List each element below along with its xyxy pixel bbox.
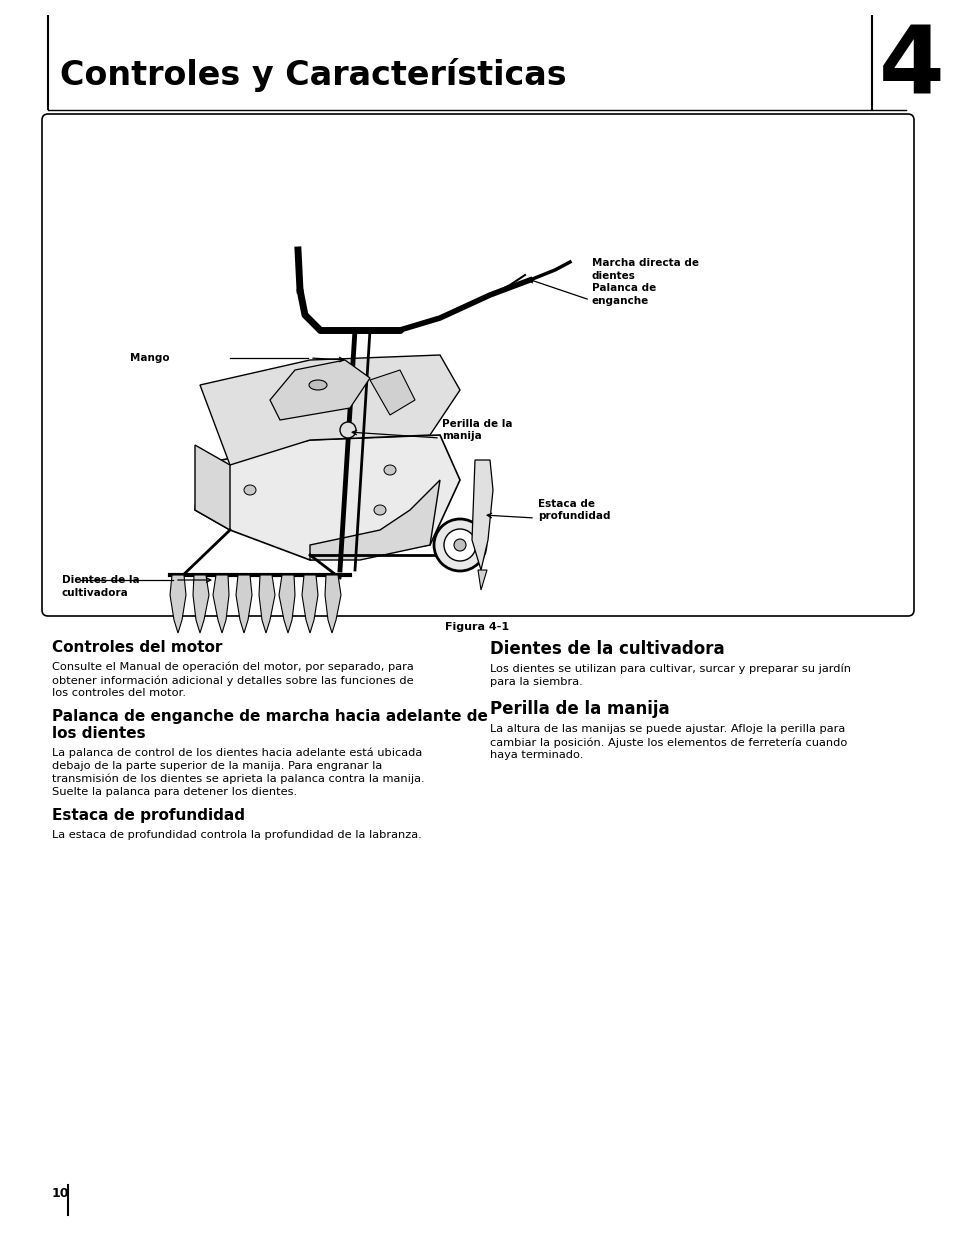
Ellipse shape: [434, 519, 485, 571]
Text: los controles del motor.: los controles del motor.: [52, 688, 186, 698]
Text: haya terminado.: haya terminado.: [490, 750, 583, 760]
Polygon shape: [170, 576, 186, 634]
Text: para la siembra.: para la siembra.: [490, 677, 582, 687]
Text: La estaca de profundidad controla la profundidad de la labranza.: La estaca de profundidad controla la pro…: [52, 830, 421, 840]
Text: Consulte el Manual de operación del motor, por separado, para: Consulte el Manual de operación del moto…: [52, 662, 414, 673]
Text: 4: 4: [879, 22, 943, 114]
Text: La palanca de control de los dientes hacia adelante está ubicada: La palanca de control de los dientes hac…: [52, 748, 422, 758]
Polygon shape: [278, 576, 294, 634]
Polygon shape: [325, 576, 340, 634]
Text: Suelte la palanca para detener los dientes.: Suelte la palanca para detener los dient…: [52, 787, 296, 797]
Polygon shape: [472, 459, 493, 571]
Text: Figura 4-1: Figura 4-1: [444, 622, 509, 632]
Text: Marcha directa de
dientes
Palanca de
enganche: Marcha directa de dientes Palanca de eng…: [592, 258, 699, 306]
Text: La altura de las manijas se puede ajustar. Afloje la perilla para: La altura de las manijas se puede ajusta…: [490, 724, 844, 734]
Text: los dientes: los dientes: [52, 726, 146, 741]
Text: Controles y Características: Controles y Características: [60, 58, 566, 91]
Ellipse shape: [443, 529, 476, 561]
Text: Controles del motor: Controles del motor: [52, 640, 222, 655]
Polygon shape: [477, 571, 486, 590]
Polygon shape: [310, 480, 439, 559]
Polygon shape: [193, 576, 209, 634]
Polygon shape: [302, 576, 317, 634]
Text: Palanca de enganche de marcha hacia adelante de: Palanca de enganche de marcha hacia adel…: [52, 709, 487, 724]
Ellipse shape: [374, 505, 386, 515]
Text: Dientes de la cultivadora: Dientes de la cultivadora: [490, 640, 724, 658]
Ellipse shape: [454, 538, 465, 551]
Text: Estaca de profundidad: Estaca de profundidad: [52, 808, 245, 823]
Text: Dientes de la
cultivadora: Dientes de la cultivadora: [62, 576, 139, 598]
Polygon shape: [194, 445, 230, 530]
FancyBboxPatch shape: [42, 114, 913, 616]
Polygon shape: [235, 576, 252, 634]
Ellipse shape: [309, 380, 327, 390]
Text: cambiar la posición. Ajuste los elementos de ferretería cuando: cambiar la posición. Ajuste los elemento…: [490, 737, 846, 747]
Polygon shape: [270, 359, 370, 420]
Text: Estaca de
profundidad: Estaca de profundidad: [537, 499, 610, 521]
Text: Los dientes se utilizan para cultivar, surcar y preparar su jardín: Los dientes se utilizan para cultivar, s…: [490, 664, 850, 674]
Text: Perilla de la manija: Perilla de la manija: [490, 700, 669, 718]
Polygon shape: [370, 370, 415, 415]
Polygon shape: [258, 576, 274, 634]
Text: obtener información adicional y detalles sobre las funciones de: obtener información adicional y detalles…: [52, 676, 414, 685]
Polygon shape: [200, 354, 459, 466]
Text: 10: 10: [52, 1187, 70, 1200]
Ellipse shape: [384, 466, 395, 475]
Polygon shape: [194, 435, 459, 559]
Text: Mango: Mango: [130, 353, 170, 363]
Ellipse shape: [339, 422, 355, 438]
Polygon shape: [213, 576, 229, 634]
Text: transmisión de los dientes se aprieta la palanca contra la manija.: transmisión de los dientes se aprieta la…: [52, 774, 424, 784]
Ellipse shape: [244, 485, 255, 495]
Text: debajo de la parte superior de la manija. Para engranar la: debajo de la parte superior de la manija…: [52, 761, 382, 771]
Text: Perilla de la
manija: Perilla de la manija: [441, 419, 512, 441]
